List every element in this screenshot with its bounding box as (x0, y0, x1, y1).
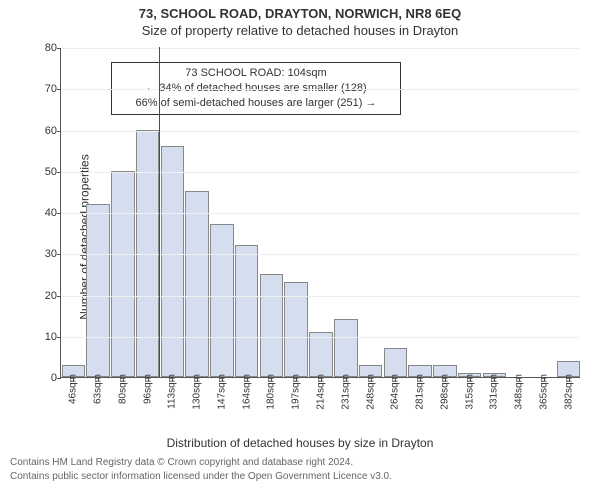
gridline (61, 89, 580, 90)
gridline (61, 172, 580, 173)
x-tick-label: 164sqm (241, 374, 252, 410)
y-tick-label: 80 (27, 42, 57, 54)
x-tick-label: 180sqm (266, 374, 277, 410)
y-tick-label: 10 (27, 331, 57, 343)
property-marker-line (159, 47, 160, 377)
y-tick-mark (57, 89, 61, 90)
y-tick-label: 0 (27, 372, 57, 384)
histogram-bar (185, 191, 209, 377)
x-tick-label: 298sqm (439, 374, 450, 410)
chart-title: 73, SCHOOL ROAD, DRAYTON, NORWICH, NR8 6… (0, 0, 600, 21)
x-tick-label: 63sqm (93, 374, 104, 404)
gridline (61, 131, 580, 132)
chart-area: Number of detached properties 73 SCHOOL … (0, 38, 600, 436)
x-tick-label: 365sqm (538, 374, 549, 410)
histogram-bar (161, 146, 185, 377)
histogram-bar (235, 245, 259, 377)
x-tick-label: 46sqm (68, 374, 79, 404)
x-tick-label: 231sqm (340, 374, 351, 410)
chart-subtitle: Size of property relative to detached ho… (0, 21, 600, 38)
x-tick-label: 113sqm (167, 374, 178, 409)
footer-line2: Contains public sector information licen… (10, 470, 590, 484)
y-tick-label: 60 (27, 125, 57, 137)
y-tick-mark (57, 131, 61, 132)
x-tick-label: 331sqm (489, 374, 500, 410)
x-tick-label: 80sqm (117, 374, 128, 404)
y-tick-label: 70 (27, 83, 57, 95)
y-tick-mark (57, 254, 61, 255)
y-tick-label: 20 (27, 290, 57, 302)
histogram-bar (111, 171, 135, 377)
y-tick-label: 30 (27, 248, 57, 260)
histogram-bar (309, 332, 333, 377)
y-tick-mark (57, 378, 61, 379)
x-tick-label: 197sqm (291, 374, 302, 410)
y-tick-label: 40 (27, 207, 57, 219)
x-axis-label: Distribution of detached houses by size … (0, 436, 600, 450)
histogram-bar (384, 348, 408, 377)
y-tick-mark (57, 296, 61, 297)
x-tick-label: 248sqm (365, 374, 376, 410)
y-tick-mark (57, 48, 61, 49)
x-tick-label: 315sqm (464, 374, 475, 410)
x-tick-label: 348sqm (514, 374, 525, 410)
histogram-bar (260, 274, 284, 377)
histogram-bar (334, 319, 358, 377)
footer: Contains HM Land Registry data © Crown c… (0, 450, 600, 483)
y-tick-label: 50 (27, 166, 57, 178)
x-tick-label: 96sqm (142, 374, 153, 404)
gridline (61, 254, 580, 255)
y-tick-mark (57, 172, 61, 173)
x-tick-label: 147sqm (216, 374, 227, 410)
gridline (61, 296, 580, 297)
x-tick-label: 214sqm (316, 374, 327, 410)
footer-line1: Contains HM Land Registry data © Crown c… (10, 456, 590, 470)
histogram-bar (210, 224, 234, 377)
gridline (61, 213, 580, 214)
histogram-bar (136, 130, 160, 378)
histogram-bar (86, 204, 110, 377)
y-tick-mark (57, 337, 61, 338)
plot-area: 73 SCHOOL ROAD: 104sqm ← 34% of detached… (60, 48, 580, 378)
x-tick-label: 264sqm (390, 374, 401, 410)
y-tick-mark (57, 213, 61, 214)
gridline (61, 337, 580, 338)
x-tick-label: 281sqm (415, 374, 426, 410)
x-tick-label: 382sqm (563, 374, 574, 410)
gridline (61, 48, 580, 49)
x-tick-label: 130sqm (192, 374, 203, 410)
